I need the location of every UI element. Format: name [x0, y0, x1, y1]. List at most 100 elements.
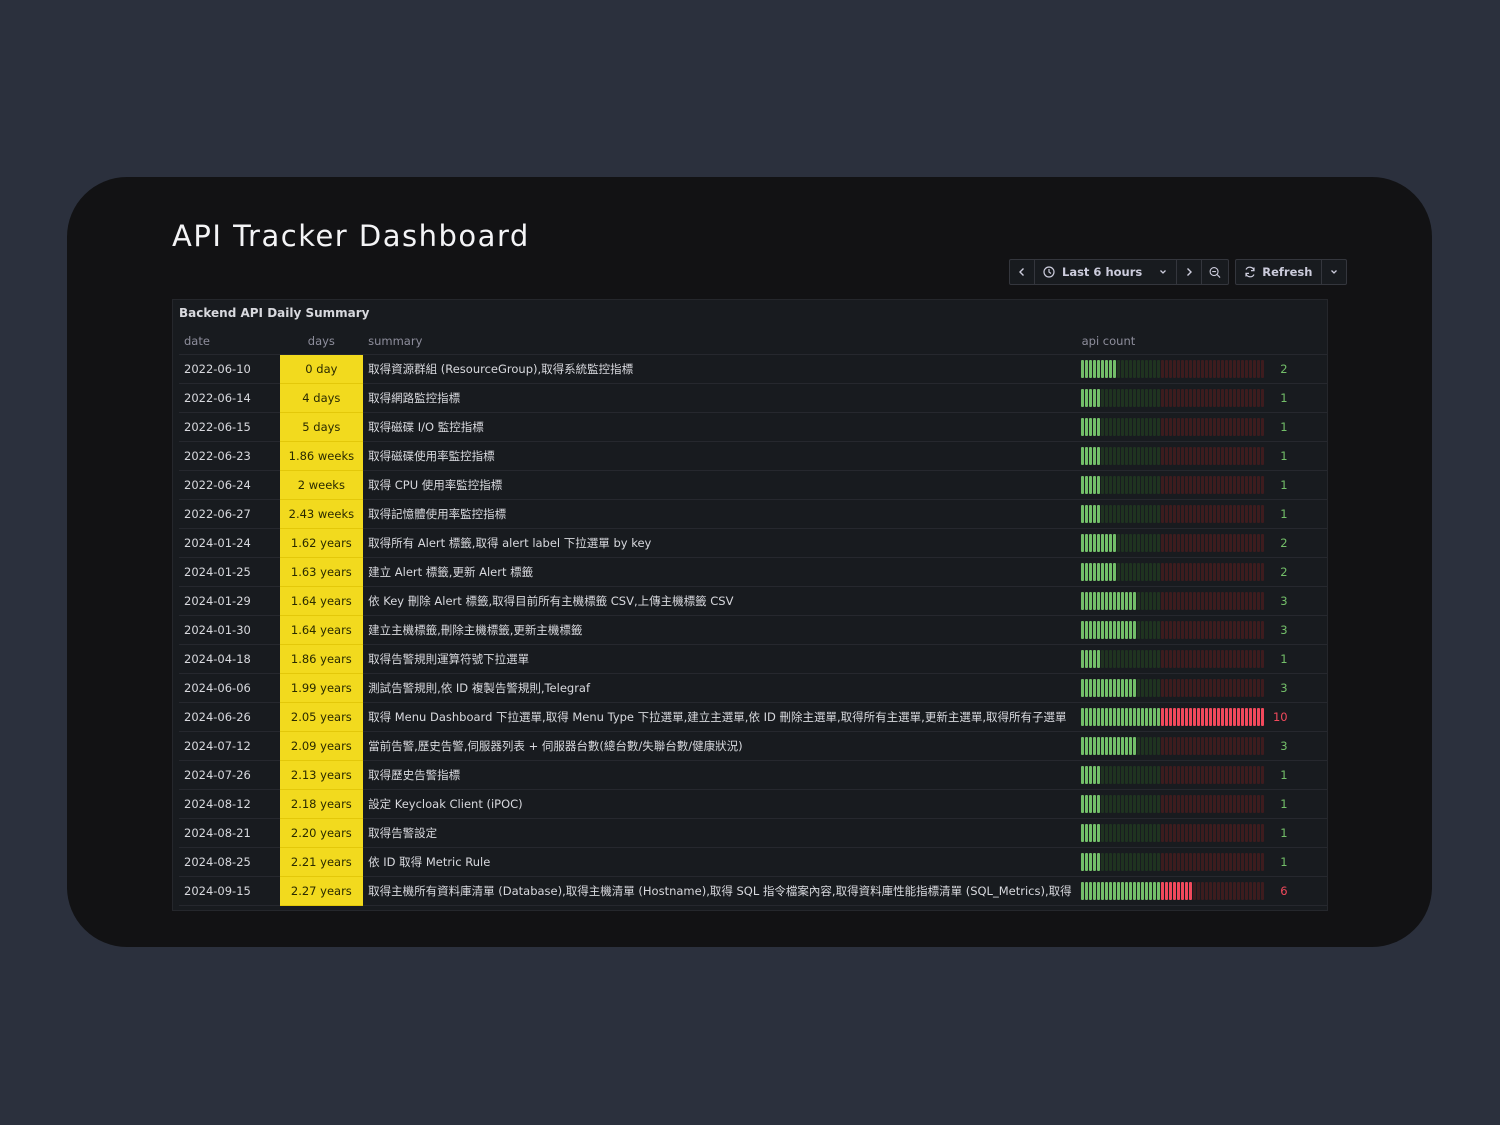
gauge-cell [1136, 650, 1140, 668]
date-cell: 2024-01-25 [179, 557, 280, 587]
date-cell: 2022-06-14 [179, 383, 280, 413]
gauge-cell [1224, 708, 1228, 726]
gauge-cell [1188, 418, 1192, 436]
gauge-cell [1228, 824, 1232, 842]
gauge-cell [1084, 476, 1088, 494]
gauge-cell [1260, 882, 1264, 900]
gauge-cell [1236, 534, 1240, 552]
gauge-cell [1200, 534, 1204, 552]
gauge-cell [1224, 824, 1228, 842]
column-header-days[interactable]: days [279, 328, 364, 355]
gauge-cell [1232, 621, 1236, 639]
gauge-cell [1144, 853, 1148, 871]
time-range-picker[interactable]: Last 6 hours [1035, 260, 1178, 284]
gauge-cell [1116, 563, 1120, 581]
gauge-cell [1164, 592, 1168, 610]
date-cell: 2024-01-24 [179, 528, 280, 558]
refresh-button[interactable]: Refresh [1236, 260, 1323, 284]
chevron-left-icon [1019, 268, 1024, 276]
gauge-cell [1112, 389, 1116, 407]
gauge-cell [1096, 766, 1100, 784]
gauge-cells [1080, 592, 1264, 610]
gauge-cell [1140, 447, 1144, 465]
gauge-cell [1244, 708, 1248, 726]
gauge-cell [1244, 650, 1248, 668]
gauge-cell [1240, 795, 1244, 813]
gauge-cell [1220, 592, 1224, 610]
column-header-date[interactable]: date [179, 328, 280, 355]
gauge-cell [1240, 650, 1244, 668]
gauge-cell [1252, 795, 1256, 813]
time-forward-button[interactable] [1177, 260, 1203, 284]
gauge-cell [1156, 853, 1160, 871]
gauge-cell [1164, 882, 1168, 900]
gauge-cell [1160, 592, 1164, 610]
gauge-cell [1208, 592, 1212, 610]
gauge-cell [1244, 824, 1248, 842]
gauge-cell [1156, 418, 1160, 436]
date-cell: 2024-04-18 [179, 644, 280, 674]
gauge-cell [1244, 389, 1248, 407]
gauge-cell [1168, 476, 1172, 494]
gauge-cell [1084, 621, 1088, 639]
gauge-cell [1236, 795, 1240, 813]
gauge-cell [1100, 389, 1104, 407]
refresh-interval-dropdown[interactable] [1322, 260, 1346, 284]
gauge-cell [1248, 679, 1252, 697]
gauge-cell [1152, 650, 1156, 668]
gauge-cell [1096, 563, 1100, 581]
gauge-cell [1164, 824, 1168, 842]
gauge-cell [1236, 882, 1240, 900]
gauge-cell [1160, 360, 1164, 378]
gauge-cell [1212, 708, 1216, 726]
gauge-cell [1108, 766, 1112, 784]
gauge-cells [1080, 621, 1264, 639]
gauge-cell [1140, 418, 1144, 436]
gauge-cell [1208, 563, 1212, 581]
gauge-cell [1248, 766, 1252, 784]
gauge-cell [1144, 679, 1148, 697]
gauge-cell [1132, 737, 1136, 755]
gauge-cell [1132, 389, 1136, 407]
gauge-cell [1224, 505, 1228, 523]
gauge-cell [1196, 418, 1200, 436]
gauge-cell [1104, 447, 1108, 465]
gauge-cell [1232, 795, 1236, 813]
gauge-cell [1096, 418, 1100, 436]
gauge-cell [1120, 563, 1124, 581]
gauge-cell [1100, 447, 1104, 465]
gauge-cell [1244, 766, 1248, 784]
time-back-button[interactable] [1010, 260, 1035, 284]
gauge-cell [1236, 476, 1240, 494]
gauge-cell [1232, 389, 1236, 407]
gauge-cell [1096, 882, 1100, 900]
gauge-cell [1248, 360, 1252, 378]
gauge-cell [1160, 534, 1164, 552]
column-header-api-count[interactable]: api count [1076, 328, 1327, 355]
summary-cell: 取得所有 Alert 標籤,取得 alert label 下拉選單 by key [363, 528, 1077, 558]
gauge-cell [1080, 447, 1084, 465]
gauge-cell [1172, 621, 1176, 639]
gauge-cell [1164, 650, 1168, 668]
gauge-cells [1080, 476, 1264, 494]
gauge-cell [1116, 505, 1120, 523]
gauge-cell [1192, 737, 1196, 755]
gauge-cell [1180, 592, 1184, 610]
gauge-cell [1220, 505, 1224, 523]
gauge-cell [1160, 418, 1164, 436]
gauge-cell [1096, 592, 1100, 610]
gauge-cell [1100, 795, 1104, 813]
gauge-cell [1208, 505, 1212, 523]
gauge-cell [1208, 824, 1212, 842]
gauge-cell [1084, 737, 1088, 755]
gauge-cell [1208, 853, 1212, 871]
gauge-cell [1148, 505, 1152, 523]
zoom-out-button[interactable] [1202, 260, 1228, 284]
column-header-summary[interactable]: summary [363, 328, 1077, 355]
gauge-cell [1136, 766, 1140, 784]
gauge-cell [1124, 766, 1128, 784]
gauge-cell [1252, 882, 1256, 900]
gauge-cell [1252, 476, 1256, 494]
gauge-cells [1080, 389, 1264, 407]
gauge-cell [1128, 447, 1132, 465]
